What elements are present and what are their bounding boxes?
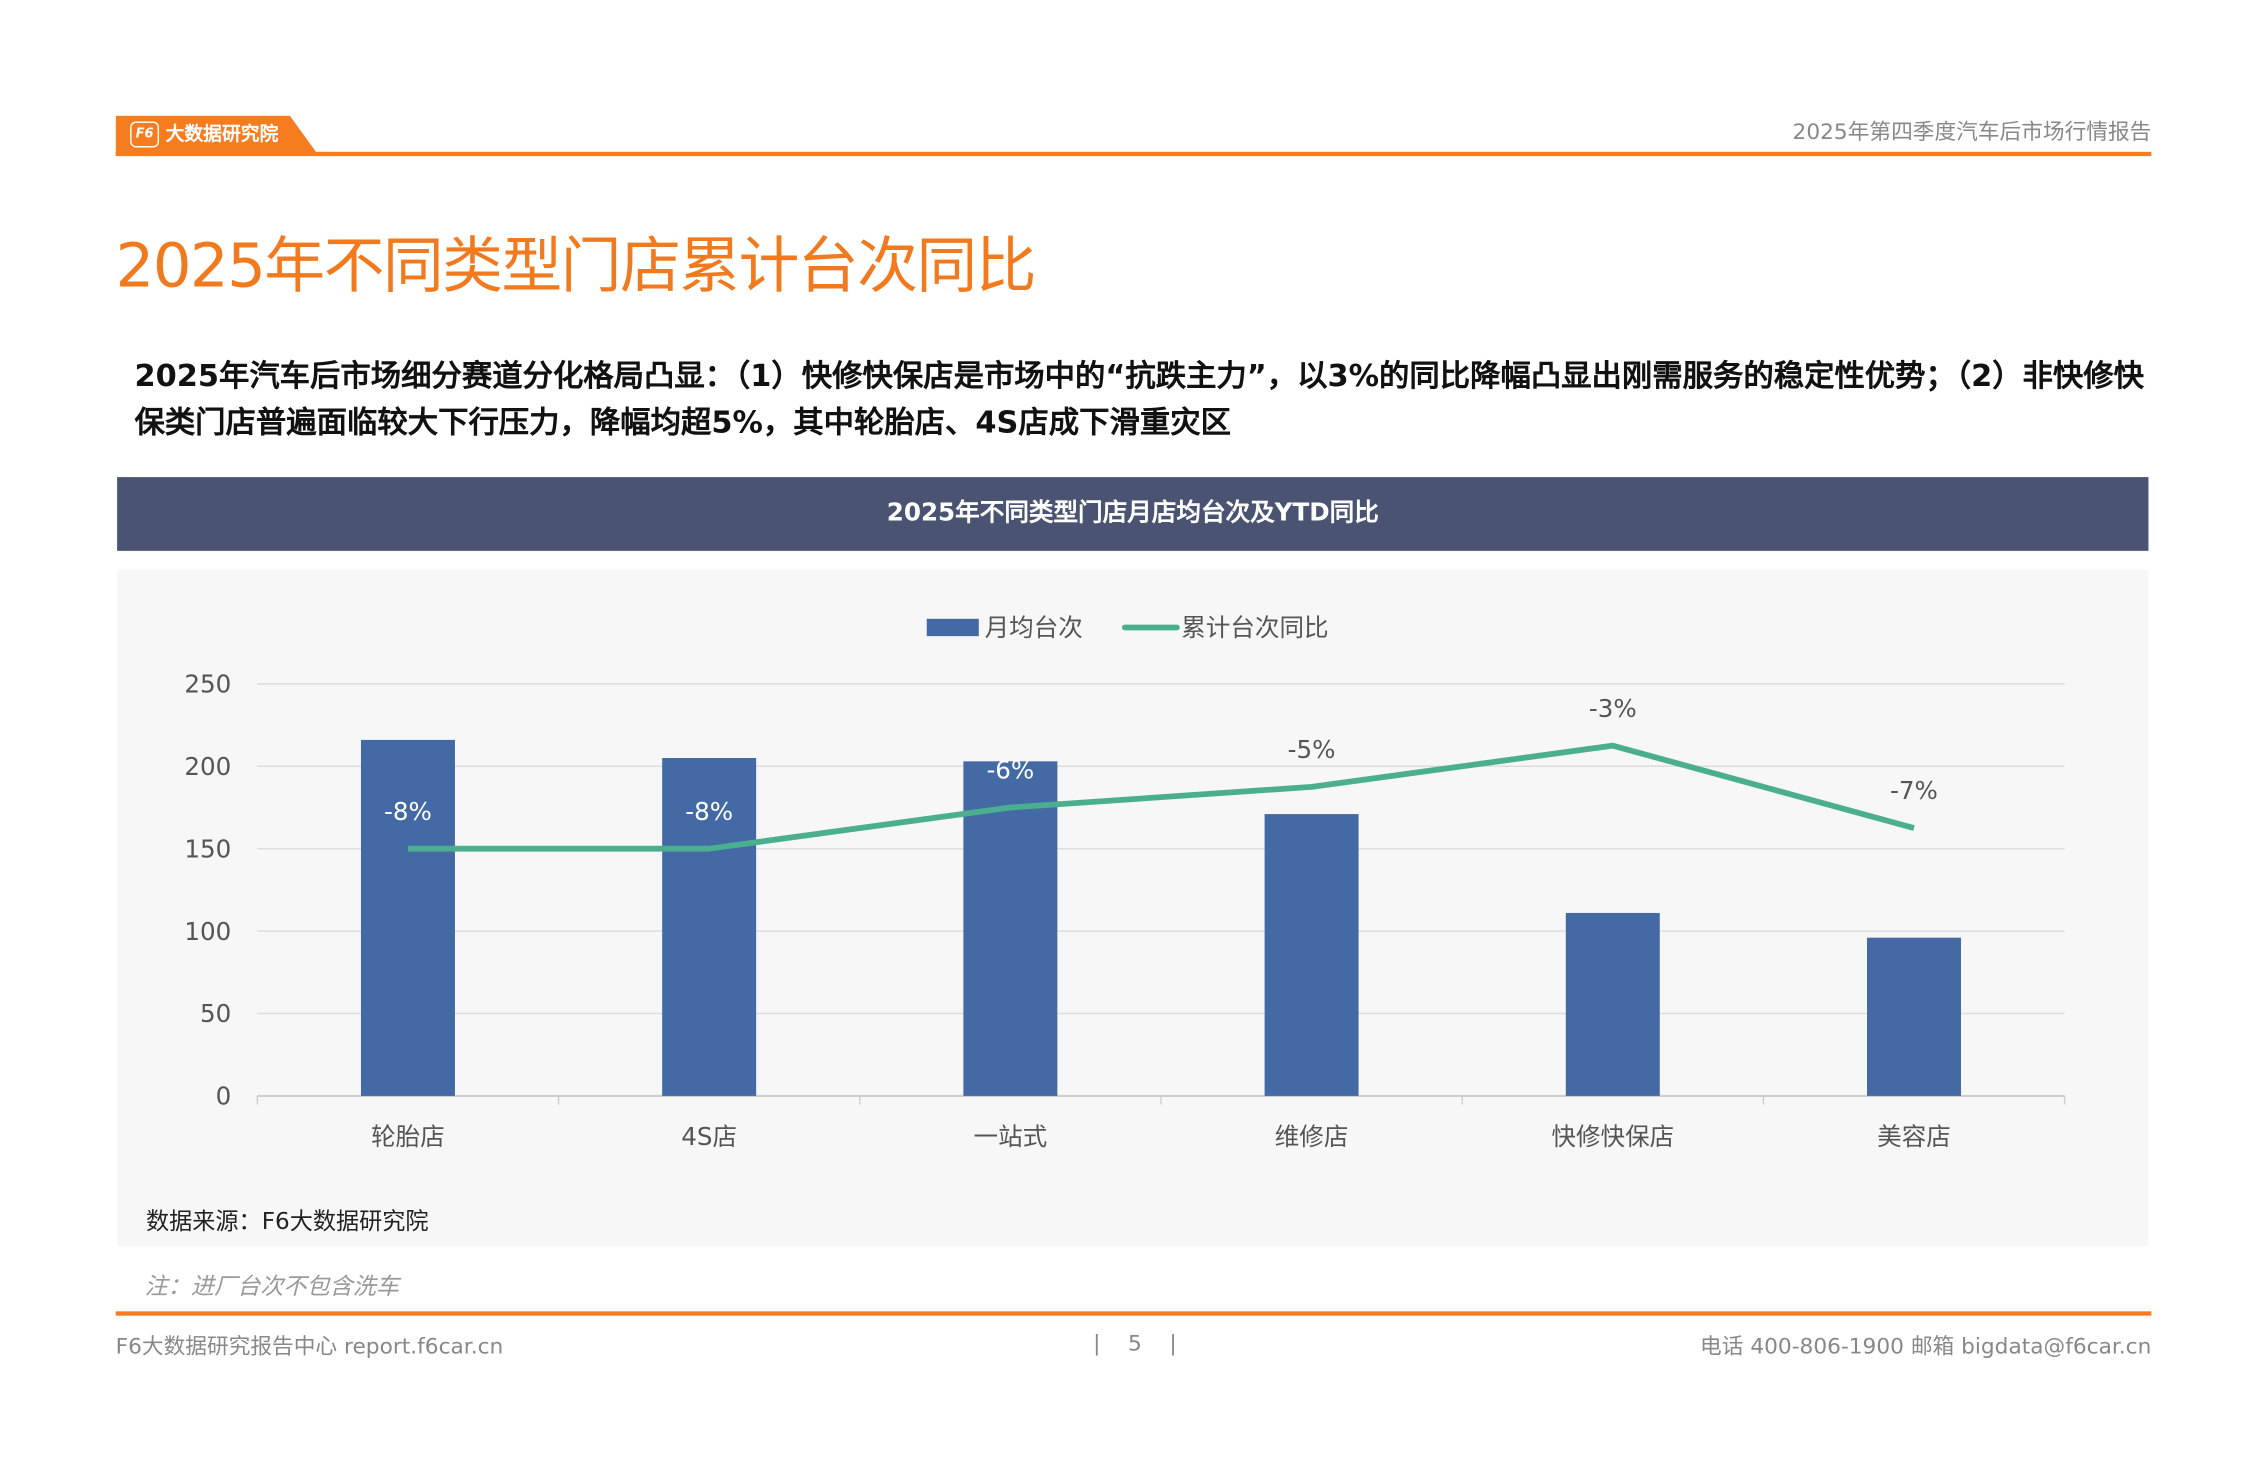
data-label: -5% xyxy=(1288,735,1336,764)
page-number-value: 5 xyxy=(1128,1330,1142,1357)
bar xyxy=(1264,814,1359,1096)
footnote: 注：进厂台次不包含洗车 xyxy=(144,1272,400,1300)
chart-panel xyxy=(117,569,2149,1247)
data-label: -3% xyxy=(1589,694,1637,723)
x-category-label: 轮胎店 xyxy=(371,1122,445,1151)
x-category-label: 一站式 xyxy=(974,1122,1048,1151)
y-tick-label: 0 xyxy=(216,1082,232,1111)
subtitle: 2025年汽车后市场细分赛道分化格局凸显：（1）快修快保店是市场中的“抗跌主力”… xyxy=(134,358,2145,440)
report-name: 2025年第四季度汽车后市场行情报告 xyxy=(1792,118,2152,145)
x-category-label: 美容店 xyxy=(1877,1122,1951,1151)
data-label: -6% xyxy=(986,756,1034,785)
bar xyxy=(360,739,455,1096)
x-category-label: 4S店 xyxy=(681,1122,737,1151)
brand-tab: F6 大数据研究院 xyxy=(115,115,319,155)
bar xyxy=(1867,937,1961,1096)
x-category-label: 快修快保店 xyxy=(1551,1122,1674,1151)
f6-logo-icon: F6 xyxy=(130,120,160,147)
footer-divider xyxy=(115,1311,2152,1316)
bar xyxy=(1565,912,1660,1096)
legend-bar-swatch xyxy=(926,618,979,637)
brand-name: 大数据研究院 xyxy=(165,124,279,147)
data-label: -7% xyxy=(1890,776,1938,805)
chart-banner-title: 2025年不同类型门店月店均台次及YTD同比 xyxy=(117,477,2149,551)
header-divider xyxy=(115,151,2152,157)
data-label: -8% xyxy=(384,797,432,826)
x-category-label: 维修店 xyxy=(1275,1122,1349,1151)
legend: 月均台次 累计台次同比 xyxy=(926,613,1329,642)
bar xyxy=(662,758,757,1096)
y-tick-label: 100 xyxy=(184,917,231,946)
footer-website: F6大数据研究报告中心 report.f6car.cn xyxy=(115,1333,504,1360)
data-label: -8% xyxy=(685,797,733,826)
page-number: | 5 | xyxy=(1093,1330,1177,1357)
y-tick-label: 200 xyxy=(184,752,231,781)
page-title: 2025年不同类型门店累计台次同比 xyxy=(115,229,1037,301)
legend-bar-label: 月均台次 xyxy=(985,613,1083,642)
y-tick-label: 50 xyxy=(200,999,231,1028)
footer-contact: 电话 400-806-1900 邮箱 bigdata@f6car.cn xyxy=(1700,1333,2152,1360)
bar xyxy=(963,761,1058,1096)
y-tick-label: 250 xyxy=(184,670,231,699)
y-tick-label: 150 xyxy=(184,834,231,863)
data-source: 数据来源：F6大数据研究院 xyxy=(146,1207,429,1235)
legend-line-label: 累计台次同比 xyxy=(1181,613,1328,642)
series-line xyxy=(407,742,1915,852)
